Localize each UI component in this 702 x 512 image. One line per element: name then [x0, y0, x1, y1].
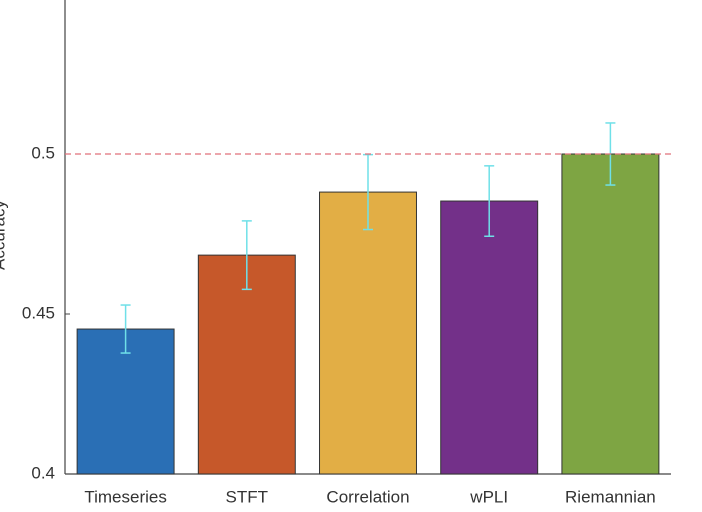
y-axis-label: Accuracy	[0, 200, 8, 270]
bar	[197, 254, 296, 475]
y-tick-label: 0.4	[31, 463, 55, 482]
bar	[319, 191, 417, 475]
x-tick-label: wPLI	[469, 487, 508, 506]
x-tick-label: STFT	[226, 487, 269, 506]
x-tick-label: Correlation	[326, 487, 409, 506]
x-tick-label: Timeseries	[84, 487, 167, 506]
bar	[561, 153, 660, 475]
y-tick-label: 0.45	[22, 303, 55, 322]
y-tick-label: 0.5	[31, 143, 55, 162]
x-tick-label: Riemannian	[565, 487, 656, 506]
bar	[440, 200, 539, 475]
y-tick-label: 0.55	[22, 0, 55, 2]
